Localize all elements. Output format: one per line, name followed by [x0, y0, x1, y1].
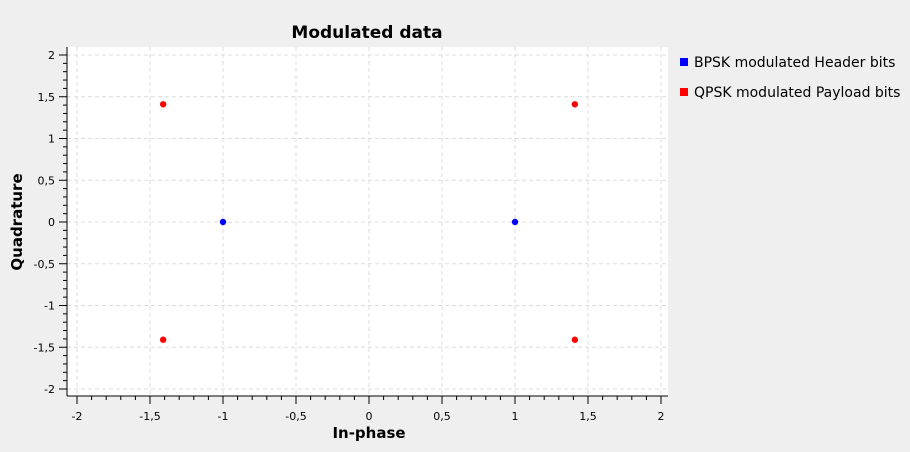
y-tick-label: -2 [44, 383, 55, 396]
x-tick-label: -1 [218, 410, 229, 423]
data-point [219, 218, 227, 226]
y-tick-label: 0,5 [38, 174, 56, 187]
legend: BPSK modulated Header bits QPSK modulated… [680, 55, 900, 101]
legend-swatch [680, 88, 688, 96]
axes: -2 -1,5 -1 -0,5 0 0,5 1 1,5 2 -2 -1,5 -1 -0,5 0 0,5 1 1,… [34, 47, 668, 423]
legend-swatch [680, 58, 688, 66]
legend-item-label: QPSK modulated Payload bits [694, 85, 900, 101]
y-axis-label: Quadrature [8, 173, 26, 270]
data-point [511, 218, 519, 226]
y-tick-label: 2 [48, 49, 55, 62]
data-point [159, 101, 167, 108]
plot-area [67, 47, 668, 396]
data-points [159, 101, 579, 343]
x-axis-label: In-phase [332, 424, 405, 442]
x-tick-label: 0,5 [433, 410, 451, 423]
y-tick-label: 1,5 [38, 91, 56, 104]
data-point [571, 101, 579, 108]
y-tick-label: -0,5 [34, 258, 55, 271]
x-tick-label: -0,5 [285, 410, 306, 423]
x-tick-label: 1 [512, 410, 519, 423]
x-tick-label: -2 [72, 410, 83, 423]
grid-lines [67, 47, 668, 396]
x-tick-label: 1,5 [579, 410, 597, 423]
x-tick-label: 0 [366, 410, 373, 423]
data-point [571, 336, 579, 343]
chart-title: Modulated data [291, 23, 442, 43]
legend-item-label: BPSK modulated Header bits [694, 55, 895, 71]
y-tick-label: -1 [44, 300, 55, 313]
y-tick-label: -1,5 [34, 341, 55, 354]
y-tick-label: 0 [48, 216, 55, 229]
x-tick-label: 2 [658, 410, 665, 423]
x-tick-label: -1,5 [139, 410, 160, 423]
data-point [159, 336, 167, 343]
y-tick-label: 1 [48, 133, 55, 146]
